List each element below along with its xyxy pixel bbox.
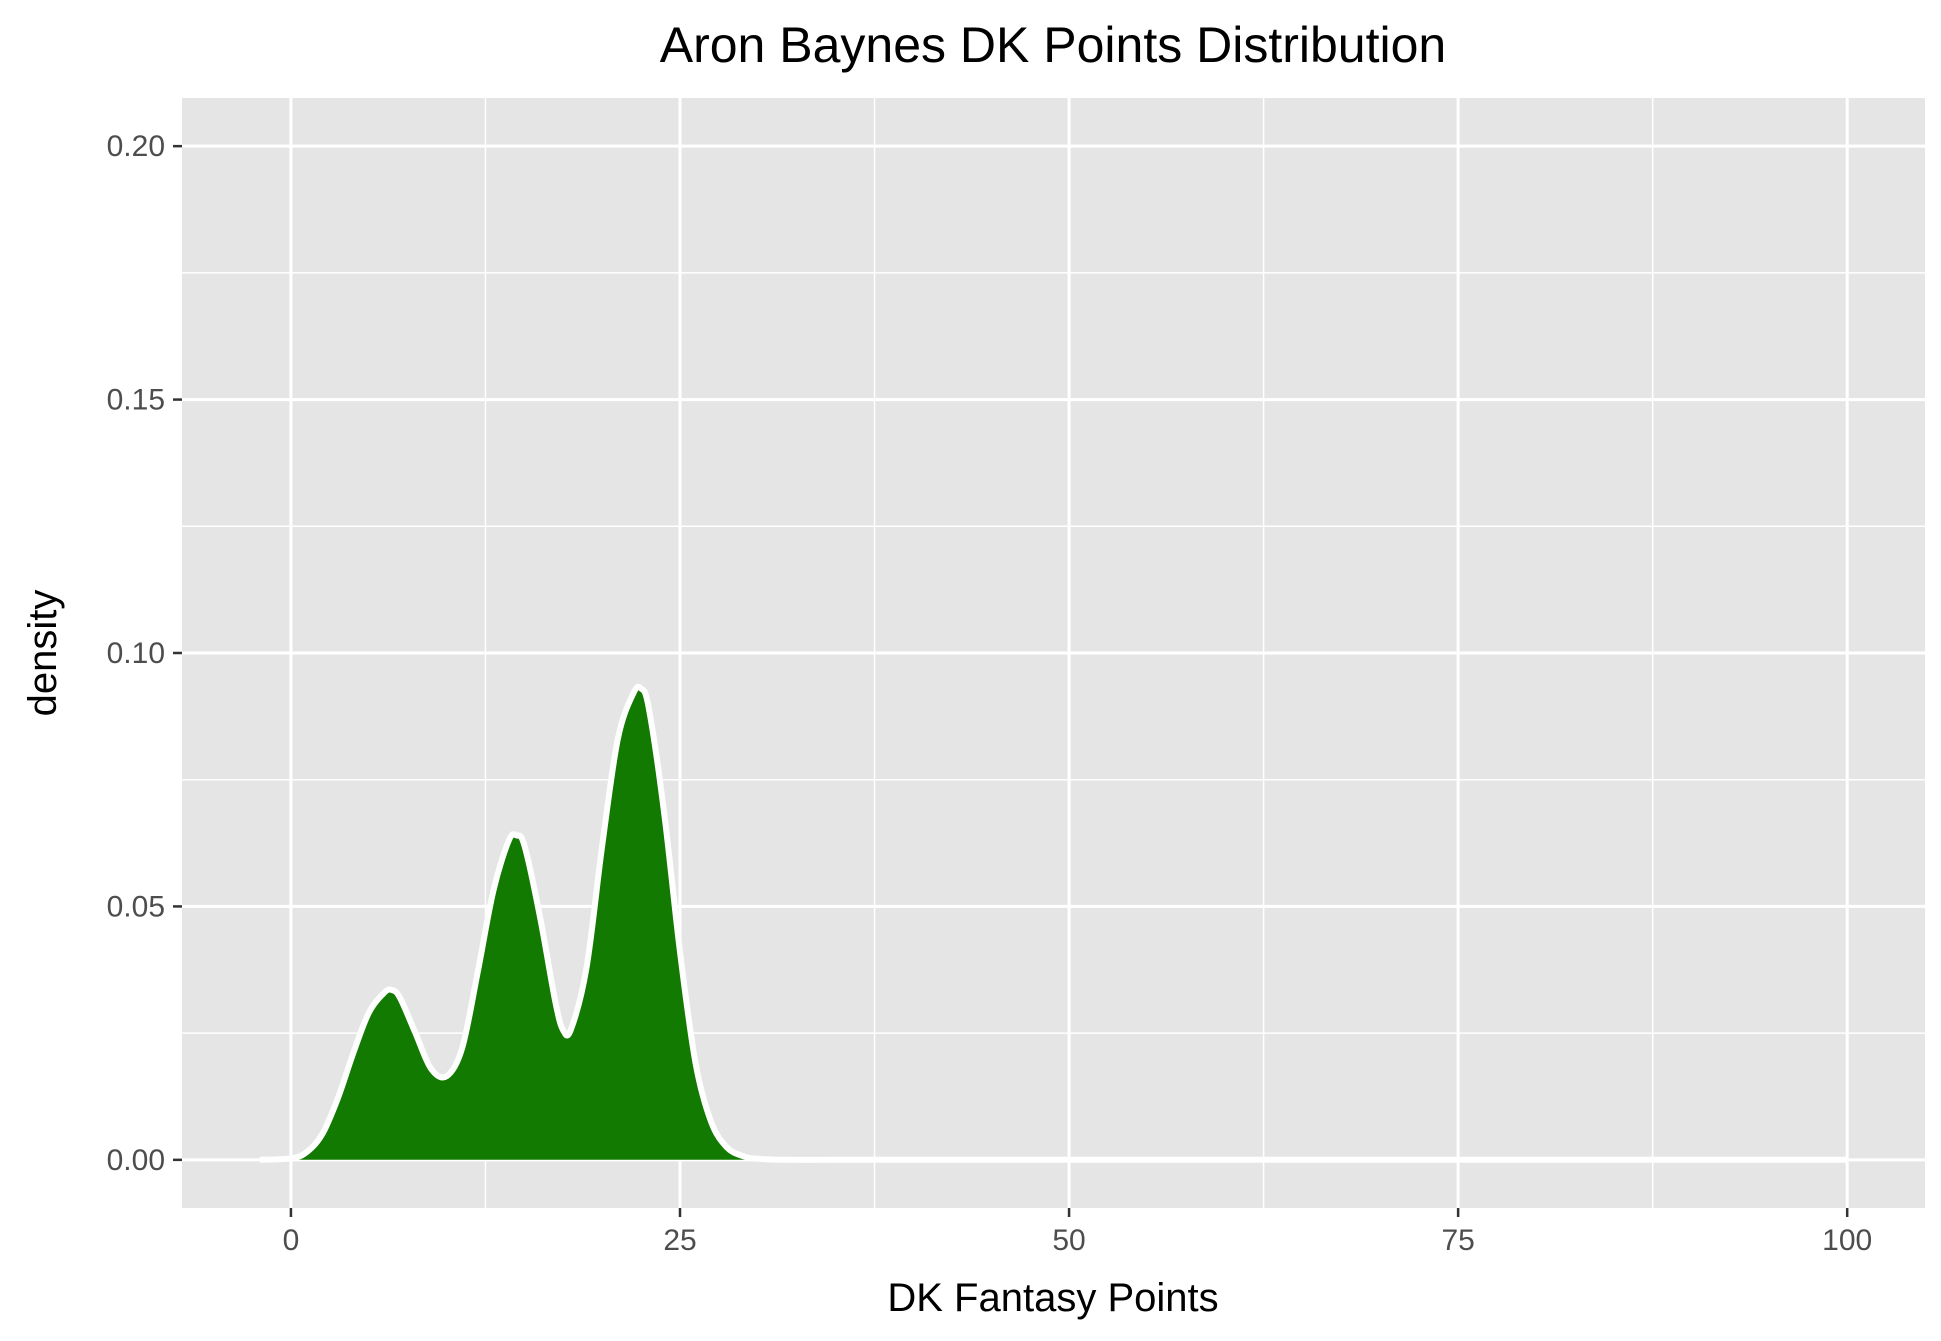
density-outline (259, 683, 1848, 1163)
y-tick-label: 0.10 (107, 637, 165, 670)
y-tick-label: 0.15 (107, 384, 165, 417)
x-tick-label: 50 (1052, 1224, 1085, 1257)
x-axis-title: DK Fantasy Points (887, 1276, 1218, 1320)
x-tick-label: 75 (1441, 1224, 1474, 1257)
x-tick-label: 25 (663, 1224, 696, 1257)
x-axis: 0 25 50 75 100 (283, 1208, 1872, 1257)
y-tick-label: 0.20 (107, 130, 165, 163)
y-axis-title: density (21, 590, 65, 717)
chart-title: Aron Baynes DK Points Distribution (660, 17, 1446, 73)
x-tick-label: 100 (1822, 1224, 1872, 1257)
density-series (259, 683, 1848, 1163)
x-tick-label: 0 (283, 1224, 300, 1257)
density-area (259, 686, 1848, 1160)
y-tick-label: 0.05 (107, 890, 165, 923)
y-tick-label: 0.00 (107, 1144, 165, 1177)
y-axis: 0.00 0.05 0.10 0.15 0.20 (107, 130, 182, 1177)
